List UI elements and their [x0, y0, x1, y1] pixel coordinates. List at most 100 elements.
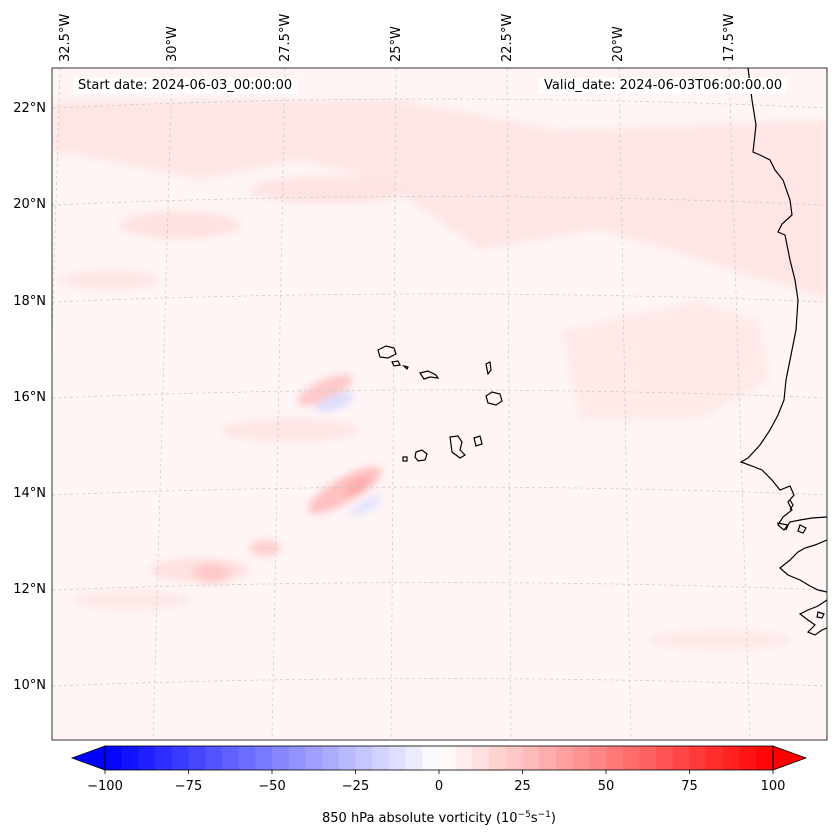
colorbar-cell [205, 746, 223, 770]
positive-vorticity-max-4 [194, 564, 230, 582]
colorbar-cell [505, 746, 524, 770]
colorbar-cell [372, 746, 390, 770]
colorbar-cell [272, 746, 290, 770]
lat-tick-label: 12°N [13, 582, 46, 597]
colorbar-cell [138, 746, 156, 770]
lat-tick-labels: 22°N 20°N 18°N 16°N 14°N 12°N 10°N [13, 101, 46, 693]
island-maio [473, 435, 483, 447]
colorbar-tick-label: 25 [514, 779, 531, 794]
parallel-12n [52, 582, 827, 591]
colorbar-cell [405, 746, 423, 770]
guinea-bissau-coast [779, 539, 827, 593]
parallel-18n [52, 293, 827, 303]
map-panel [51, 67, 828, 741]
guinea-coast [798, 599, 827, 636]
colorbar-cell [572, 746, 590, 770]
colorbar-tick-label: −50 [258, 779, 285, 794]
west-africa-coast [739, 68, 827, 531]
lat-tick-label: 18°N [13, 294, 46, 309]
lon-tick-label: 32.5°W [58, 14, 73, 62]
vorticity-field [52, 68, 827, 740]
lat-tick-label: 16°N [13, 390, 46, 405]
island-santiago [449, 435, 466, 459]
colorbar-label-close: ) [551, 811, 556, 826]
positive-vorticity-band-east [560, 300, 770, 420]
colorbar-label-exp2: −1 [538, 810, 551, 820]
colorbar-cell [388, 746, 407, 770]
colorbar-cell [155, 746, 173, 770]
colorbar-cell [622, 746, 640, 770]
valid-date-label: Valid_date: 2024-06-03T06:00:00.00 [539, 78, 788, 94]
colorbar-label-mid: s [531, 811, 538, 826]
vorticity-band-b [250, 176, 410, 204]
island-brava [402, 456, 408, 462]
map-frame [51, 67, 828, 741]
meridian-30w [152, 68, 173, 740]
lon-tick-labels: 32.5°W 30°W 27.5°W 25°W 22.5°W 20°W 17.5… [58, 14, 737, 62]
island-santo-antao [377, 345, 397, 359]
colorbar-cell [121, 746, 139, 770]
gridlines [52, 68, 827, 740]
colorbar-tick-label: −75 [175, 779, 202, 794]
lon-tick-label: 22.5°W [500, 14, 515, 62]
vorticity-band-a [120, 211, 240, 239]
colorbar-cell [171, 746, 190, 770]
colorbar-cell [589, 746, 607, 770]
colorbar-cell [288, 746, 306, 770]
colorbar: −100 −75 −50 −25 0 25 50 75 100 850 hPa absolute… [70, 745, 808, 826]
colorbar-cells [105, 746, 774, 770]
colorbar-ticks: −100 −75 −50 −25 0 25 50 75 100 [87, 770, 785, 794]
lon-tick-label: 20°W [611, 26, 626, 62]
colorbar-label: 850 hPa absolute vorticity (10−5s−1) [322, 810, 556, 826]
colorbar-extend-max [772, 745, 808, 771]
colorbar-cell [689, 746, 707, 770]
lon-tick-label: 27.5°W [278, 14, 293, 62]
positive-vorticity-max-3 [249, 540, 281, 556]
parallel-14n [52, 486, 827, 496]
coastline [739, 68, 827, 636]
colorbar-tick-label: 50 [598, 779, 615, 794]
island-santa-luzia [402, 364, 409, 371]
colorbar-cell [238, 746, 256, 770]
colorbar-cell [355, 746, 373, 770]
vorticity-band-c [60, 270, 160, 290]
colorbar-cell [422, 746, 440, 770]
island-sao-vicente [391, 360, 401, 367]
colorbar-label-exp1: −5 [518, 810, 531, 820]
colorbar-extend-min [70, 745, 106, 771]
colorbar-cell [706, 746, 724, 770]
colorbar-cell [455, 746, 473, 770]
meridian-17-5w [728, 68, 751, 740]
lon-tick-label: 30°W [165, 26, 180, 62]
colorbar-tick-label: 0 [435, 779, 443, 794]
colorbar-cell [221, 746, 240, 770]
bissagos-islands [776, 499, 825, 619]
colorbar-cell [522, 746, 540, 770]
colorbar-cell [105, 746, 123, 770]
island-fogo [414, 449, 428, 462]
colorbar-cell [439, 746, 457, 770]
island-sal [485, 361, 492, 376]
lat-tick-label: 20°N [13, 197, 46, 212]
cape-verde-islands [377, 345, 503, 462]
colorbar-cell [489, 746, 507, 770]
colorbar-cell [756, 746, 774, 770]
vorticity-band-g [70, 590, 190, 610]
start-date-label: Start date: 2024-06-03_00:00:00 [73, 78, 298, 94]
lon-tick-label: 17.5°W [722, 14, 737, 62]
colorbar-cell [555, 746, 574, 770]
lat-tick-label: 10°N [13, 678, 46, 693]
positive-vorticity-band-north [52, 100, 827, 300]
positive-vorticity-max-1 [297, 374, 353, 406]
colorbar-cell [305, 746, 323, 770]
colorbar-cell [338, 746, 357, 770]
lat-tick-label: 22°N [13, 101, 46, 116]
negative-vorticity-min-1 [316, 392, 354, 412]
colorbar-cell [188, 746, 206, 770]
island-boa-vista [485, 391, 503, 406]
parallel-10n [52, 678, 827, 687]
vorticity-band-f [650, 630, 790, 650]
colorbar-tick-label: 100 [761, 779, 786, 794]
colorbar-cell [739, 746, 757, 770]
